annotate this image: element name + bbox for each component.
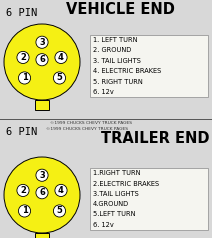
Text: TRAILER END: TRAILER END xyxy=(101,131,209,146)
Text: 5. RIGHT TURN: 5. RIGHT TURN xyxy=(93,79,143,84)
Text: 3: 3 xyxy=(39,171,45,180)
Circle shape xyxy=(4,157,80,233)
Bar xyxy=(35,99,49,110)
Text: 1: 1 xyxy=(22,206,28,215)
Bar xyxy=(90,168,208,230)
Text: 5: 5 xyxy=(57,74,62,82)
Text: 4: 4 xyxy=(58,53,64,62)
Text: 4.GROUND: 4.GROUND xyxy=(93,201,129,207)
Text: 6. 12v: 6. 12v xyxy=(93,89,114,95)
Circle shape xyxy=(36,169,48,181)
Text: 2: 2 xyxy=(20,186,26,195)
Text: ©1999 CHUCKS CHEVY TRUCK PAGES: ©1999 CHUCKS CHEVY TRUCK PAGES xyxy=(50,121,132,125)
Circle shape xyxy=(55,51,67,64)
Text: 1.RIGHT TURN: 1.RIGHT TURN xyxy=(93,170,141,176)
Bar xyxy=(35,233,49,238)
Text: 2. GROUND: 2. GROUND xyxy=(93,48,131,54)
Text: 6 PIN: 6 PIN xyxy=(6,8,37,18)
Circle shape xyxy=(17,51,29,64)
Text: 4: 4 xyxy=(58,186,64,195)
Bar xyxy=(90,35,208,97)
Text: 6: 6 xyxy=(39,188,45,197)
Text: 6. 12v: 6. 12v xyxy=(93,222,114,228)
Text: 6: 6 xyxy=(39,55,45,64)
Circle shape xyxy=(18,205,31,217)
Text: 5: 5 xyxy=(57,206,62,215)
Circle shape xyxy=(53,205,66,217)
Text: 6 PIN: 6 PIN xyxy=(6,127,37,137)
Circle shape xyxy=(36,187,48,199)
Text: 5.LEFT TURN: 5.LEFT TURN xyxy=(93,212,135,218)
Text: 1: 1 xyxy=(22,74,28,82)
Text: 3. TAIL LIGHTS: 3. TAIL LIGHTS xyxy=(93,58,141,64)
Circle shape xyxy=(36,54,48,66)
Text: 2.ELECTRIC BRAKES: 2.ELECTRIC BRAKES xyxy=(93,180,159,187)
Text: VEHICLE END: VEHICLE END xyxy=(66,2,174,17)
Circle shape xyxy=(36,36,48,48)
Text: 3.TAIL LIGHTS: 3.TAIL LIGHTS xyxy=(93,191,139,197)
Circle shape xyxy=(55,184,67,197)
Circle shape xyxy=(4,24,80,100)
Circle shape xyxy=(17,184,29,197)
Circle shape xyxy=(53,72,66,84)
Text: 4. ELECTRIC BRAKES: 4. ELECTRIC BRAKES xyxy=(93,68,161,74)
Text: 3: 3 xyxy=(39,38,45,47)
Text: ©1999 CHUCKS CHEVY TRUCK PAGES: ©1999 CHUCKS CHEVY TRUCK PAGES xyxy=(46,127,128,131)
Circle shape xyxy=(18,72,31,84)
Text: 2: 2 xyxy=(20,53,26,62)
Text: 1. LEFT TURN: 1. LEFT TURN xyxy=(93,37,138,43)
